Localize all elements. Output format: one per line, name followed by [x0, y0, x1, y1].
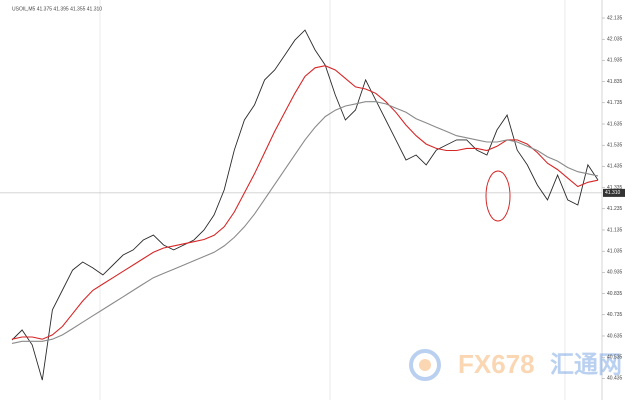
annotation-ellipse — [485, 170, 511, 222]
series-line — [11, 101, 599, 344]
y-tick-label: 40.635 — [607, 333, 623, 339]
y-tick-label: 40.935 — [607, 270, 623, 276]
y-tick-label: 40.535 — [607, 355, 623, 361]
y-tick-label: 41.035 — [607, 249, 623, 255]
watermark-name: 汇通网 — [550, 351, 622, 378]
watermark: FX678 汇通网 — [409, 349, 622, 381]
y-tick-label: 41.935 — [607, 58, 623, 64]
last-price-box — [603, 188, 625, 197]
series-line — [11, 29, 599, 381]
y-tick-label: 41.635 — [607, 121, 623, 127]
y-tick-label: 40.735 — [607, 312, 623, 318]
last-price-label: 41.310 — [605, 190, 621, 196]
watermark-brand: FX678 — [458, 349, 535, 379]
y-tick-label: 41.235 — [607, 206, 623, 212]
watermark-logo — [409, 349, 441, 381]
watermark-logo — [419, 359, 431, 371]
y-tick-label: 41.735 — [607, 100, 623, 106]
series-line — [11, 65, 599, 340]
y-tick-label: 41.835 — [607, 79, 623, 85]
y-tick-label: 40.835 — [607, 291, 623, 297]
y-tick-label: 41.435 — [607, 164, 623, 170]
y-tick-label: 42.035 — [607, 37, 623, 43]
y-tick-label: 40.435 — [607, 376, 623, 382]
y-tick-label: 41.135 — [607, 227, 623, 233]
y-tick-label: 42.135 — [607, 15, 623, 21]
chart-title: USOIL,M5 41.375 41.395 41.355 41.310 — [12, 6, 102, 12]
y-tick-label: 41.535 — [607, 143, 623, 149]
y-tick-label: 41.335 — [607, 185, 623, 191]
